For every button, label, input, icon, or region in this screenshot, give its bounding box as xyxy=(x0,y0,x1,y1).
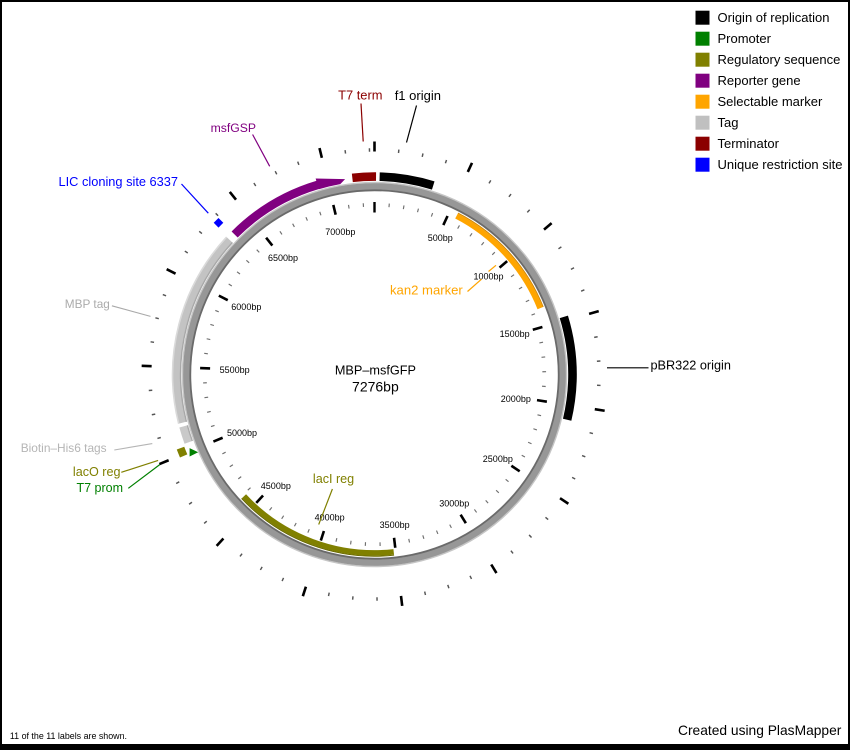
svg-text:11 of the 11 labels are shown.: 11 of the 11 labels are shown. xyxy=(10,731,127,741)
svg-text:7000bp: 7000bp xyxy=(325,227,355,237)
svg-text:1000bp: 1000bp xyxy=(474,272,504,282)
svg-text:pBR322 origin: pBR322 origin xyxy=(651,358,731,372)
svg-text:5500bp: 5500bp xyxy=(220,365,250,375)
svg-text:3500bp: 3500bp xyxy=(380,520,410,530)
svg-text:T7 term: T7 term xyxy=(338,88,382,103)
svg-text:Regulatory sequence: Regulatory sequence xyxy=(718,52,841,67)
svg-text:3000bp: 3000bp xyxy=(439,499,469,509)
svg-text:Origin of replication: Origin of replication xyxy=(718,10,830,25)
svg-text:Created using PlasMapper: Created using PlasMapper xyxy=(678,723,842,738)
svg-text:lacI reg: lacI reg xyxy=(313,472,354,486)
svg-text:1500bp: 1500bp xyxy=(500,329,530,339)
svg-text:4500bp: 4500bp xyxy=(261,481,291,491)
svg-text:MBP–msfGFP: MBP–msfGFP xyxy=(335,364,416,378)
svg-text:Terminator: Terminator xyxy=(718,136,780,151)
svg-text:f1 origin: f1 origin xyxy=(395,88,441,103)
svg-text:500bp: 500bp xyxy=(428,233,453,243)
svg-text:LIC cloning site 6337: LIC cloning site 6337 xyxy=(59,174,179,189)
svg-text:msfGSP: msfGSP xyxy=(211,121,256,135)
svg-text:Selectable marker: Selectable marker xyxy=(718,94,823,109)
svg-text:T7 prom: T7 prom xyxy=(77,481,124,495)
svg-text:Promoter: Promoter xyxy=(718,31,772,46)
svg-text:MBP tag: MBP tag xyxy=(65,297,110,311)
svg-text:5000bp: 5000bp xyxy=(227,428,257,438)
svg-text:Biotin–His6 tags: Biotin–His6 tags xyxy=(21,441,107,455)
svg-text:kan2 marker: kan2 marker xyxy=(390,282,463,297)
svg-text:6000bp: 6000bp xyxy=(231,302,261,312)
svg-text:4000bp: 4000bp xyxy=(315,513,345,523)
svg-text:Reporter gene: Reporter gene xyxy=(718,73,801,88)
svg-text:Unique restriction site: Unique restriction site xyxy=(718,157,843,172)
svg-text:lacO reg: lacO reg xyxy=(73,465,121,479)
svg-text:7276bp: 7276bp xyxy=(352,379,399,395)
svg-text:Tag: Tag xyxy=(718,115,739,130)
svg-text:6500bp: 6500bp xyxy=(268,253,298,263)
svg-text:2000bp: 2000bp xyxy=(501,394,531,404)
svg-text:2500bp: 2500bp xyxy=(483,454,513,464)
